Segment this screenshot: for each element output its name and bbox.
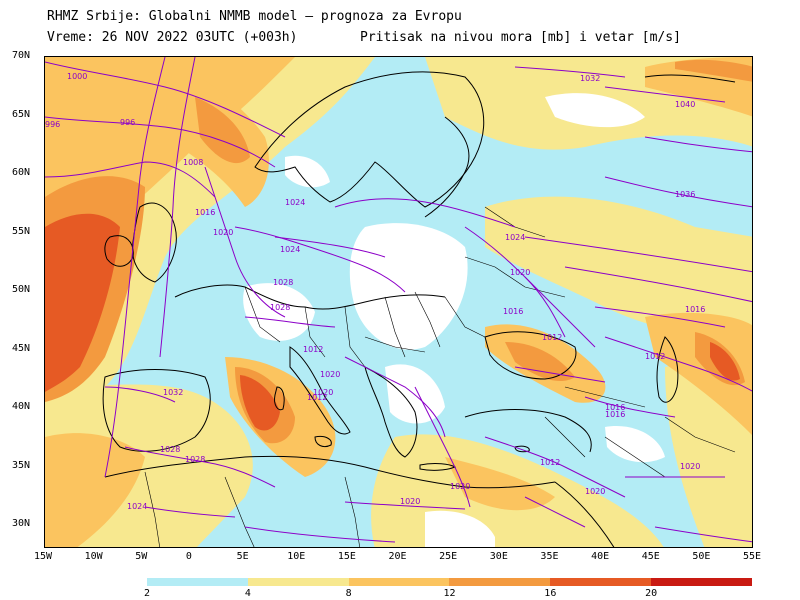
wind-pressure-map: 1000 996 996 1008 1016 1020 1024 1024 1028 1032 10… xyxy=(45,57,752,547)
legend-tick-label: 16 xyxy=(544,588,557,599)
isobar-label: 1020 xyxy=(450,482,470,491)
isobar-label: 1012 xyxy=(303,345,323,354)
longitude-label: 55E xyxy=(743,551,762,562)
isobar-label: 1012 xyxy=(307,393,327,402)
legend-tick-label: 20 xyxy=(645,588,658,599)
isobar-label: 1024 xyxy=(505,233,525,242)
isobar-label: 1012 xyxy=(645,352,665,361)
country-borders xyxy=(144,206,736,547)
longitude-label: 5E xyxy=(236,551,249,562)
isobar-label: 996 xyxy=(45,120,60,129)
latitude-label: 60N xyxy=(12,167,31,178)
legend-swatch xyxy=(147,578,248,586)
isobar-label: 1016 xyxy=(605,410,625,419)
longitude-label: 10W xyxy=(84,551,103,562)
isobar-label: 1016 xyxy=(195,208,215,217)
forecast-time: Vreme: 26 NOV 2022 03UTC (+003h) xyxy=(47,30,298,45)
latitude-label: 40N xyxy=(12,401,31,412)
legend-tick-label: 12 xyxy=(443,588,456,599)
isobar-label: 1016 xyxy=(503,307,523,316)
latitude-label: 70N xyxy=(12,50,31,61)
isobar-label: 1000 xyxy=(67,72,87,81)
isobar-label: 1024 xyxy=(285,198,305,207)
field-description: Pritisak na nivou mora [mb] i vetar [m/s… xyxy=(360,30,681,45)
map-panel: 1000 996 996 1008 1016 1020 1024 1024 1028 1032 10… xyxy=(44,56,753,548)
map-title: RHMZ Srbije: Globalni NMMB model — progn… xyxy=(47,9,462,24)
isobar-label: 1032 xyxy=(580,74,600,83)
longitude-label: 15W xyxy=(34,551,53,562)
latitude-label: 50N xyxy=(12,284,31,295)
isobar-label: 1016 xyxy=(605,403,625,412)
longitude-label: 20E xyxy=(388,551,407,562)
longitude-label: 0 xyxy=(185,551,192,562)
isobar-label: 1020 xyxy=(213,228,233,237)
legend-tick-label: 8 xyxy=(345,588,352,599)
isobar-label: 1020 xyxy=(313,388,333,397)
latitude-label: 30N xyxy=(12,518,31,529)
color-legend xyxy=(147,578,752,586)
latitude-label: 55N xyxy=(12,225,31,237)
legend-swatch xyxy=(550,578,652,586)
legend-swatch xyxy=(247,578,349,586)
isobar-label: 1020 xyxy=(400,497,420,506)
isobar-label: 1036 xyxy=(675,190,695,199)
isobar-label: 1020 xyxy=(510,268,530,277)
longitude-label: 50E xyxy=(692,551,711,562)
isobar-label: 1032 xyxy=(163,388,183,397)
latitude-label: 45N xyxy=(12,342,31,354)
latitude-label: 65N xyxy=(12,108,31,120)
legend-swatch xyxy=(348,578,450,586)
legend-swatch xyxy=(651,578,752,586)
longitude-label: 35E xyxy=(540,551,559,562)
longitude-label: 15E xyxy=(337,551,356,562)
isobar-label: 1024 xyxy=(280,245,300,254)
longitude-label: 40E xyxy=(591,551,610,562)
longitude-label: 10E xyxy=(287,551,306,562)
longitude-label: 25E xyxy=(439,551,458,562)
longitude-label: 30E xyxy=(489,551,508,562)
latitude-label: 35N xyxy=(12,459,31,471)
isobar-label: 1020 xyxy=(320,370,340,379)
isobar-label: 1020 xyxy=(680,462,700,471)
isobar-label: 1028 xyxy=(273,278,293,287)
isobar-label: 1012 xyxy=(540,458,560,467)
longitude-label: 45E xyxy=(641,551,660,562)
isobar-label: 1020 xyxy=(585,487,605,496)
isobar-label: 1028 xyxy=(185,455,205,464)
legend-tick-label: 4 xyxy=(244,588,251,599)
legend-swatch xyxy=(449,578,551,586)
isobar-label: 1040 xyxy=(675,100,695,109)
isobar-label: 1024 xyxy=(127,502,147,511)
isobars xyxy=(45,57,752,543)
isobar-label: 1016 xyxy=(685,305,705,314)
isobar-label: 1028 xyxy=(160,445,180,454)
isobar-label: 1028 xyxy=(270,303,290,312)
longitude-label: 5W xyxy=(135,551,148,562)
isobar-label: 1008 xyxy=(183,158,203,167)
isobar-label: 996 xyxy=(120,118,135,127)
wind-field-16-20 xyxy=(45,213,740,431)
isobar-labels: 1000 996 996 1008 1016 1020 1024 1024 1028 1032 10… xyxy=(45,72,705,511)
isobar-label: 1012 xyxy=(542,333,562,342)
legend-tick-label: 2 xyxy=(143,588,151,599)
